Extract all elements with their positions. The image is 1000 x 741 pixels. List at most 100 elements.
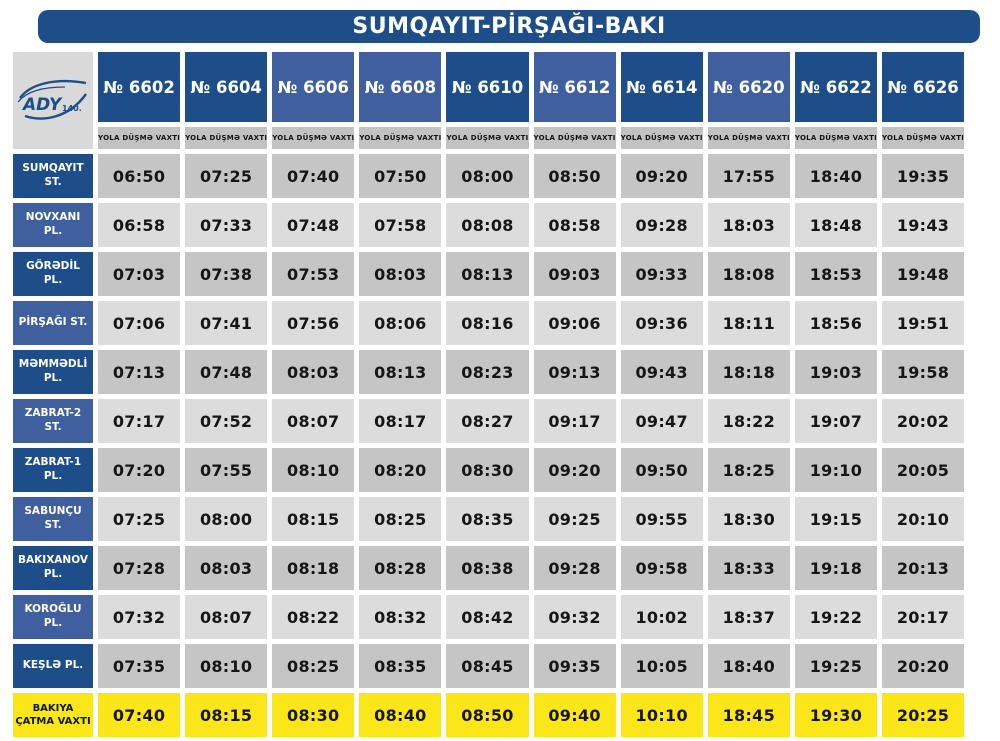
station-label: ZABRAT-2 ST. — [13, 399, 93, 443]
time-cell: 18:56 — [794, 301, 877, 345]
time-cell: 08:06 — [359, 301, 442, 345]
time-cell: 09:55 — [620, 497, 703, 541]
time-cell: 20:05 — [881, 448, 965, 492]
time-cell: 09:43 — [620, 350, 703, 394]
time-cell: 09:32 — [533, 595, 616, 639]
time-cell: 08:35 — [359, 644, 442, 688]
time-cell: 19:43 — [881, 203, 965, 247]
time-cell: 08:07 — [272, 399, 355, 443]
time-cell: 07:25 — [98, 497, 181, 541]
station-label: GÖRƏDİL PL. — [13, 252, 93, 296]
time-cell: 07:13 — [98, 350, 181, 394]
arrival-time-cell: 10:10 — [620, 693, 703, 737]
time-cell: 08:50 — [533, 154, 616, 198]
time-cell: 07:25 — [185, 154, 268, 198]
time-cell: 20:13 — [881, 546, 965, 590]
departure-time-label: YOLA DÜŞMƏ VAXTI — [533, 127, 616, 149]
time-cell: 18:48 — [794, 203, 877, 247]
time-cell: 09:20 — [620, 154, 703, 198]
time-cell: 20:17 — [881, 595, 965, 639]
time-cell: 07:56 — [272, 301, 355, 345]
station-label: PİRŞAĞI ST. — [13, 301, 93, 345]
departure-time-label: YOLA DÜŞMƏ VAXTI — [98, 127, 181, 149]
time-cell: 08:03 — [359, 252, 442, 296]
train-header-6626: № 6626 — [881, 52, 965, 122]
time-cell: 08:10 — [272, 448, 355, 492]
time-cell: 08:20 — [359, 448, 442, 492]
time-cell: 20:20 — [881, 644, 965, 688]
arrival-time-cell: 20:25 — [881, 693, 965, 737]
time-cell: 08:08 — [446, 203, 529, 247]
time-cell: 08:03 — [272, 350, 355, 394]
train-header-6614: № 6614 — [620, 52, 703, 122]
time-cell: 07:35 — [98, 644, 181, 688]
time-cell: 07:40 — [272, 154, 355, 198]
time-cell: 10:05 — [620, 644, 703, 688]
time-cell: 09:06 — [533, 301, 616, 345]
train-header-6612: № 6612 — [533, 52, 616, 122]
time-cell: 08:23 — [446, 350, 529, 394]
time-cell: 07:17 — [98, 399, 181, 443]
time-cell: 08:16 — [446, 301, 529, 345]
train-header-6608: № 6608 — [359, 52, 442, 122]
time-cell: 07:32 — [98, 595, 181, 639]
time-cell: 07:50 — [359, 154, 442, 198]
time-cell: 07:33 — [185, 203, 268, 247]
time-cell: 06:58 — [98, 203, 181, 247]
time-cell: 07:53 — [272, 252, 355, 296]
arrival-time-cell: 08:50 — [446, 693, 529, 737]
route-title-banner: SUMQAYIT-PİRŞAĞI-BAKI — [38, 10, 980, 43]
time-cell: 08:17 — [359, 399, 442, 443]
station-label: SABUNÇU ST. — [13, 497, 93, 541]
time-cell: 19:35 — [881, 154, 965, 198]
time-cell: 19:22 — [794, 595, 877, 639]
time-cell: 08:45 — [446, 644, 529, 688]
time-cell: 08:15 — [272, 497, 355, 541]
time-cell: 08:35 — [446, 497, 529, 541]
time-cell: 18:30 — [707, 497, 790, 541]
time-cell: 18:11 — [707, 301, 790, 345]
time-cell: 19:15 — [794, 497, 877, 541]
time-cell: 19:10 — [794, 448, 877, 492]
train-header-6604: № 6604 — [185, 52, 268, 122]
time-cell: 09:25 — [533, 497, 616, 541]
time-cell: 07:58 — [359, 203, 442, 247]
time-cell: 18:25 — [707, 448, 790, 492]
arrival-time-cell: 18:45 — [707, 693, 790, 737]
time-cell: 08:25 — [272, 644, 355, 688]
time-cell: 07:48 — [185, 350, 268, 394]
departure-time-label: YOLA DÜŞMƏ VAXTI — [794, 127, 877, 149]
time-cell: 08:07 — [185, 595, 268, 639]
departure-time-label: YOLA DÜŞMƏ VAXTI — [359, 127, 442, 149]
timetable-grid: ADY 140. № 6602 YOLA DÜŞMƏ VAXTI № 6604 YOL… — [13, 52, 965, 737]
station-label: SUMQAYIT ST. — [13, 154, 93, 198]
time-cell: 08:38 — [446, 546, 529, 590]
time-cell: 09:33 — [620, 252, 703, 296]
train-header-6622: № 6622 — [794, 52, 877, 122]
time-cell: 08:13 — [359, 350, 442, 394]
arrival-row-label: BAKIYA ÇATMA VAXTI — [13, 693, 93, 737]
time-cell: 09:58 — [620, 546, 703, 590]
time-cell: 18:40 — [794, 154, 877, 198]
station-label: NOVXANI PL. — [13, 203, 93, 247]
time-cell: 08:22 — [272, 595, 355, 639]
time-cell: 17:55 — [707, 154, 790, 198]
time-cell: 19:25 — [794, 644, 877, 688]
time-cell: 08:00 — [446, 154, 529, 198]
time-cell: 08:58 — [533, 203, 616, 247]
time-cell: 09:20 — [533, 448, 616, 492]
train-header-6620: № 6620 — [707, 52, 790, 122]
time-cell: 08:28 — [359, 546, 442, 590]
time-cell: 20:10 — [881, 497, 965, 541]
time-cell: 18:53 — [794, 252, 877, 296]
departure-time-label: YOLA DÜŞMƏ VAXTI — [707, 127, 790, 149]
time-cell: 20:02 — [881, 399, 965, 443]
arrival-time-cell: 08:40 — [359, 693, 442, 737]
departure-time-label: YOLA DÜŞMƏ VAXTI — [620, 127, 703, 149]
train-header-6606: № 6606 — [272, 52, 355, 122]
time-cell: 08:10 — [185, 644, 268, 688]
time-cell: 18:22 — [707, 399, 790, 443]
time-cell: 07:20 — [98, 448, 181, 492]
time-cell: 08:13 — [446, 252, 529, 296]
